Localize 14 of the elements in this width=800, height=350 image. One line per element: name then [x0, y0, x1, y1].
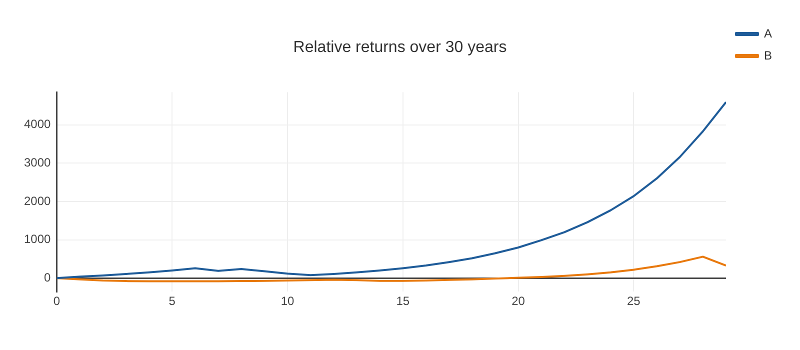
x-tick-label: 25 [627, 294, 641, 308]
y-tick-label: 4000 [24, 117, 52, 132]
y-tick-label: 0 [44, 270, 52, 284]
x-tick-label: 15 [396, 294, 410, 308]
legend-label: B [764, 48, 772, 62]
y-tick-label: 2000 [24, 194, 52, 208]
y-tick-label: 3000 [24, 155, 52, 170]
x-tick-label: 10 [280, 294, 294, 308]
legend-label: A [764, 26, 772, 40]
y-tick-label: 1000 [24, 232, 52, 246]
x-tick-label: 5 [168, 294, 176, 308]
x-tick-label: 0 [53, 294, 60, 308]
x-tick-label: 20 [512, 294, 526, 308]
chart-title: Relative returns over 30 years [293, 39, 507, 56]
